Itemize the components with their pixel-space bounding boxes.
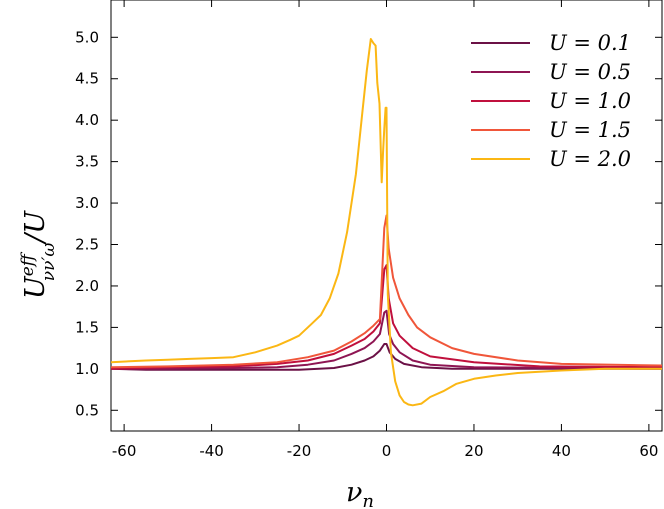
x-tick-label: -20 xyxy=(287,442,312,460)
x-axis-title: νn xyxy=(346,477,374,509)
legend: U = 0.1 U = 0.5 U = 1.0 U = 1.5 U = 2.0 xyxy=(471,31,631,171)
y-tick-label: 4.0 xyxy=(75,111,99,129)
series-line xyxy=(111,309,663,370)
legend-label: U = 0.5 xyxy=(549,60,631,84)
legend-label: U = 2.0 xyxy=(549,147,631,171)
x-tick-label: 20 xyxy=(464,442,483,460)
series-line xyxy=(110,343,662,371)
x-tick-label: -40 xyxy=(199,442,224,460)
y-tick-label: 0.5 xyxy=(75,401,99,419)
x-axis-title-sub: n xyxy=(362,491,374,509)
x-axis-title-main: ν xyxy=(346,477,362,508)
y-axis-title-sup: eff xyxy=(18,251,38,276)
y-tick-label: 1.0 xyxy=(75,360,99,378)
y-tick-label: 1.5 xyxy=(75,318,99,336)
series-lines xyxy=(110,38,663,407)
x-tick-label: 60 xyxy=(639,442,658,460)
series-line xyxy=(110,264,663,370)
legend-label: U = 0.1 xyxy=(549,31,631,55)
y-tick-label: 4.5 xyxy=(75,70,99,88)
legend-label: U = 1.0 xyxy=(549,89,631,113)
y-tick-label: 5.0 xyxy=(75,28,99,46)
y-tick-label: 3.0 xyxy=(75,194,99,212)
ticks: -60 -40 -20 0 20 40 60 0.5 1.0 1.5 2.0 2.5 3.0 3.5 4.0… xyxy=(75,0,662,460)
y-tick-label: 3.5 xyxy=(75,153,99,171)
svg-text:Ueffνν′ω/U: Ueffνν′ω/U xyxy=(18,210,59,299)
legend-label: U = 1.5 xyxy=(549,118,631,142)
y-tick-label: 2.5 xyxy=(75,236,99,254)
series-line xyxy=(110,38,662,407)
y-tick-label: 2.0 xyxy=(75,277,99,295)
x-tick-label: 40 xyxy=(552,442,571,460)
x-tick-label: -60 xyxy=(112,442,137,460)
y-axis-title-tail: /U xyxy=(20,210,51,246)
y-axis-title-sub: νν′ω xyxy=(39,243,59,282)
x-tick-label: 0 xyxy=(382,442,392,460)
y-axis-title: Ueffνν′ω/U xyxy=(18,210,59,299)
y-axis-title-main: U xyxy=(20,275,51,299)
svg-text:νn: νn xyxy=(346,477,374,509)
